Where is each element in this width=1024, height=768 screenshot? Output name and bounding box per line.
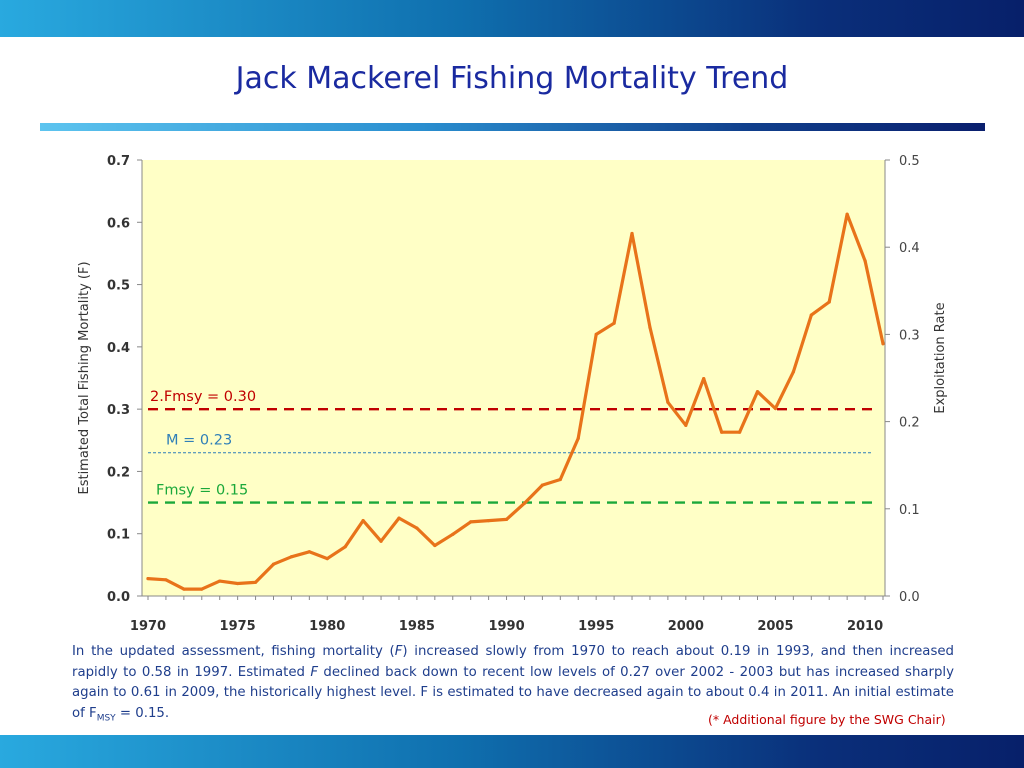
data-point <box>289 555 294 559</box>
y2-tick-label: 0.4 <box>899 241 920 256</box>
data-point <box>576 436 580 441</box>
y-axis-title: Estimated Total Fishing Mortality (F) <box>77 261 92 494</box>
data-point <box>755 390 760 394</box>
data-point <box>146 576 150 581</box>
y-tick-label: 0.5 <box>107 279 130 294</box>
x-tick-label: 2005 <box>757 619 793 634</box>
x-tick-label: 1995 <box>578 619 614 634</box>
data-point <box>253 580 258 584</box>
data-point <box>594 332 598 336</box>
data-point <box>164 578 168 582</box>
data-point <box>343 545 347 549</box>
data-point <box>451 532 455 536</box>
y2-tick-label: 0.3 <box>899 328 920 343</box>
x-tick-label: 1975 <box>220 619 256 634</box>
y-tick-label: 0.2 <box>107 465 130 480</box>
data-point <box>397 516 401 520</box>
data-point <box>540 483 544 487</box>
x-tick-label: 1990 <box>488 619 524 634</box>
data-point <box>845 212 849 216</box>
data-point <box>791 370 795 374</box>
data-point <box>182 587 186 591</box>
reference-line-label: M = 0.23 <box>166 433 232 449</box>
reference-line-label: 2.Fmsy = 0.30 <box>150 389 256 405</box>
data-point <box>666 400 670 404</box>
x-tick-label: 1985 <box>399 619 435 634</box>
caption-f-symbol: F <box>394 644 403 659</box>
x-tick-label: 1980 <box>309 619 345 634</box>
data-point <box>773 406 778 411</box>
data-point <box>612 321 616 325</box>
y-tick-label: 0.4 <box>107 341 130 356</box>
caption-f-symbol2: F <box>310 664 319 680</box>
reference-line-label: Fmsy = 0.15 <box>156 483 248 499</box>
title-rule <box>40 123 985 131</box>
data-point <box>415 526 419 530</box>
x-tick-label: 2000 <box>668 619 704 634</box>
y2-tick-label: 0.5 <box>899 154 920 169</box>
data-point <box>737 430 742 434</box>
data-point <box>684 423 688 427</box>
fishing-mortality-chart: 0.0 0.1 0.2 0.3 0.4 0.5 0.6 0.7 0.0 0.1 0.2 0.3 0.4 0… <box>77 154 948 634</box>
data-point <box>200 587 204 591</box>
data-point <box>487 519 491 523</box>
data-point <box>522 501 527 505</box>
data-point <box>827 300 831 304</box>
caption-msy-subscript: MSY <box>96 713 116 724</box>
fishing-mortality-series-line <box>146 212 885 591</box>
data-point <box>379 539 383 543</box>
caption-part4: = 0.15. <box>115 705 170 721</box>
caption-part3: declined back down to recent low levels … <box>72 664 954 721</box>
data-point <box>809 313 813 317</box>
caption-part2: ) increased slowly from 1970 to reach ab… <box>72 644 954 680</box>
y2-axis-title: Exploitation Rate <box>933 302 948 413</box>
data-point <box>325 557 329 561</box>
caption-part1: In the updated assessment, fishing morta… <box>72 644 395 659</box>
y-tick-label: 0.3 <box>107 403 130 418</box>
y-tick-label: 0.7 <box>107 154 130 169</box>
data-point <box>863 259 867 263</box>
y-tick-label: 0.6 <box>107 216 130 231</box>
bottom-banner <box>0 735 1024 768</box>
data-point <box>648 325 652 330</box>
data-point <box>720 430 724 434</box>
data-point <box>881 342 885 346</box>
top-banner <box>0 0 1024 37</box>
y2-tick-label: 0.2 <box>899 416 920 431</box>
data-point <box>433 543 437 548</box>
data-point <box>218 579 222 583</box>
footnote: (* Additional figure by the SWG Chair) <box>708 712 946 727</box>
x-tick-label: 1970 <box>130 619 166 634</box>
y-tick-label: 0.0 <box>107 590 130 605</box>
data-point <box>361 519 365 523</box>
data-point <box>504 517 509 521</box>
caption-text: In the updated assessment, fishing morta… <box>72 642 954 729</box>
data-point <box>236 581 240 586</box>
plot-area <box>142 160 885 596</box>
data-point <box>702 377 706 381</box>
y2-tick-label: 0.1 <box>899 503 920 518</box>
data-point <box>558 477 562 482</box>
y-tick-label: 0.1 <box>107 528 130 543</box>
slide-title: Jack Mackerel Fishing Mortality Trend <box>235 61 789 96</box>
data-point <box>630 231 634 236</box>
y2-tick-label: 0.0 <box>899 590 920 605</box>
data-point <box>307 550 311 554</box>
data-point <box>469 520 473 524</box>
x-tick-label: 2010 <box>847 619 883 634</box>
data-point <box>271 562 276 566</box>
